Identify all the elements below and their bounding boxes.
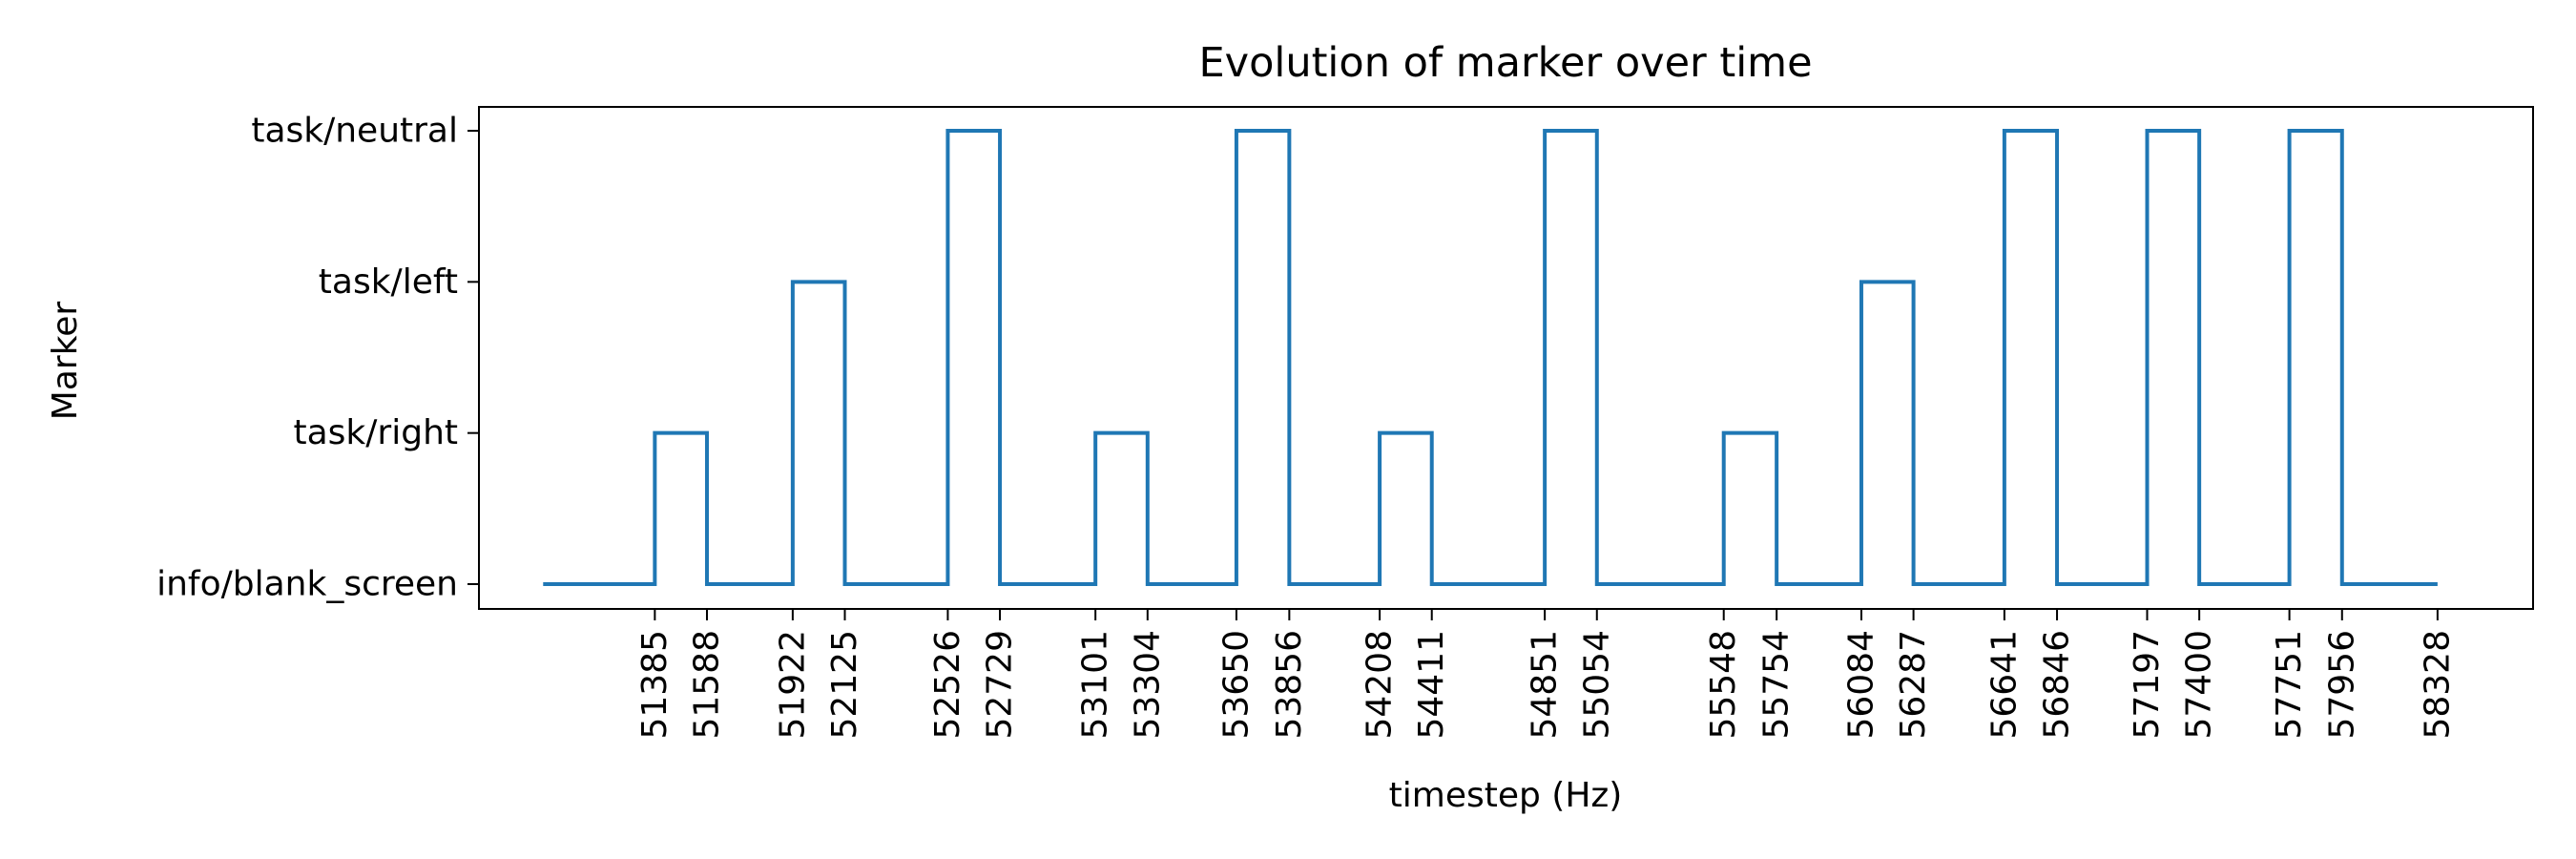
x-tick-label: 51922 — [773, 630, 812, 740]
x-tick-label: 53101 — [1076, 630, 1115, 740]
x-tick-label: 51385 — [635, 630, 675, 740]
x-tick-label: 57956 — [2322, 630, 2361, 740]
y-tick-label: task/neutral — [251, 112, 458, 151]
x-tick-label: 53304 — [1128, 630, 1167, 740]
x-tick-label: 53650 — [1216, 630, 1256, 740]
x-tick-label: 52526 — [928, 630, 967, 740]
x-tick-label: 55548 — [1704, 630, 1743, 740]
plot-frame — [478, 106, 2534, 610]
x-tick-label: 55054 — [1577, 630, 1616, 740]
x-axis-label: timestep (Hz) — [1389, 776, 1623, 815]
x-tick-label: 57751 — [2270, 630, 2309, 740]
x-tick-label: 54208 — [1361, 630, 1400, 740]
x-tick-label: 55754 — [1757, 630, 1797, 740]
plot-area: info/blank_screen task/right task/left task… — [156, 106, 2534, 740]
y-tick-label: info/blank_screen — [156, 565, 458, 604]
x-tick-label: 54411 — [1412, 630, 1451, 740]
x-tick-label: 56846 — [2038, 630, 2077, 740]
chart-title: Evolution of marker over time — [1198, 39, 1812, 87]
x-tick-label: 56287 — [1894, 630, 1933, 740]
y-tick-label: task/right — [294, 413, 459, 452]
x-tick-label: 54851 — [1526, 630, 1565, 740]
y-axis-label: Marker — [46, 302, 85, 421]
x-tick-label: 57400 — [2180, 630, 2219, 740]
x-tick-label: 53856 — [1270, 630, 1309, 740]
series-line-0 — [543, 129, 2438, 586]
x-tick-label: 52729 — [981, 630, 1020, 740]
y-tick-label: task/left — [319, 262, 458, 302]
x-tick-label: 58328 — [2418, 630, 2457, 740]
x-tick-label: 56641 — [1984, 630, 2024, 740]
x-tick-label: 51588 — [687, 630, 726, 740]
x-tick-label: 56084 — [1841, 630, 1880, 740]
x-tick-label: 52125 — [825, 630, 864, 740]
x-tick-label: 57197 — [2128, 630, 2167, 740]
